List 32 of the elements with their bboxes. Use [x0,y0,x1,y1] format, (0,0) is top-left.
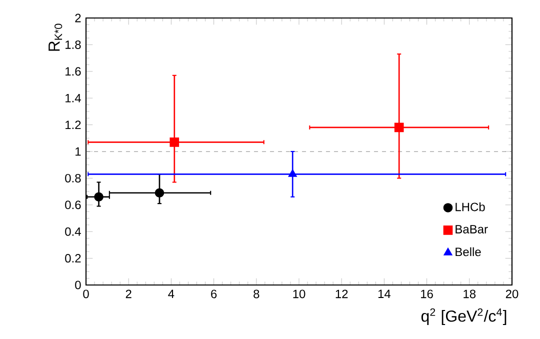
y-tick-label: 0.4 [65,227,81,236]
y-tick-label: 2 [75,14,81,22]
x-tick-label: 4 [168,290,174,298]
x-axis-title: q$^{2}$ [GeV$^{2}$/c$^{4}$] [421,308,506,325]
point [94,192,104,202]
x-tick-label: 16 [421,290,433,298]
legend-label: BaBar [456,225,488,234]
y-tick-label: 0.8 [65,174,81,182]
x-tick-label: 12 [336,290,348,298]
y-tick-label: 1 [76,147,81,156]
y-tick-label: 0 [75,280,81,290]
y-tick-label: 1.6 [66,67,81,76]
y-tick-label: 0.2 [65,254,81,263]
x-tick-label: 14 [378,290,391,298]
point [154,188,164,198]
x-tick-label: 20 [506,290,518,298]
legend-label: LHCb [456,202,485,212]
point [288,170,297,177]
x-tick-label: 0 [83,290,89,298]
point [170,137,180,147]
y-axis-title: R$_{K*0}$ [48,24,62,51]
x-tick-label: 18 [464,290,476,298]
x-tick-label: 8 [254,290,260,298]
x-tick-label: 10 [293,290,306,298]
y-tick-label: 1.2 [66,120,81,129]
point [394,122,404,132]
y-tick-label: 1.4 [66,94,81,102]
y-tick-label: 0.6 [65,200,81,210]
legend-label: Belle [456,247,481,256]
y-tick-label: 1.8 [66,40,81,49]
x-tick-label: 6 [211,290,217,298]
x-tick-label: 2 [126,290,132,298]
